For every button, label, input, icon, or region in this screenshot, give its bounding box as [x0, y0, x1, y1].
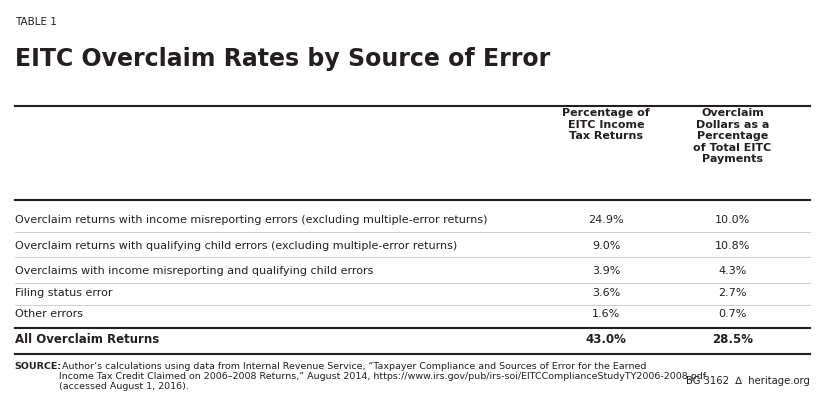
Text: SOURCE:: SOURCE: — [15, 362, 62, 371]
Text: All Overclaim Returns: All Overclaim Returns — [15, 333, 159, 347]
Text: 4.3%: 4.3% — [719, 266, 747, 276]
Text: 10.0%: 10.0% — [715, 215, 750, 225]
Text: BG 3162  ∆  heritage.org: BG 3162 ∆ heritage.org — [686, 376, 810, 386]
Text: Author’s calculations using data from Internal Revenue Service, “Taxpayer Compli: Author’s calculations using data from In… — [59, 362, 705, 391]
Text: Percentage of
EITC Income
Tax Returns: Percentage of EITC Income Tax Returns — [563, 108, 650, 141]
Text: Overclaim
Dollars as a
Percentage
of Total EITC
Payments: Overclaim Dollars as a Percentage of Tot… — [694, 108, 771, 165]
Text: Overclaim returns with income misreporting errors (excluding multiple-error retu: Overclaim returns with income misreporti… — [15, 215, 488, 225]
Text: TABLE 1: TABLE 1 — [15, 17, 57, 27]
Text: 24.9%: 24.9% — [588, 215, 625, 225]
Text: Overclaim returns with qualifying child errors (excluding multiple-error returns: Overclaim returns with qualifying child … — [15, 241, 457, 251]
Text: 43.0%: 43.0% — [586, 333, 627, 347]
Text: 28.5%: 28.5% — [712, 333, 753, 347]
Text: EITC Overclaim Rates by Source of Error: EITC Overclaim Rates by Source of Error — [15, 47, 550, 71]
Text: 3.9%: 3.9% — [592, 266, 620, 276]
Text: Other errors: Other errors — [15, 309, 82, 320]
Text: 10.8%: 10.8% — [715, 241, 750, 251]
Text: 1.6%: 1.6% — [592, 309, 620, 320]
Text: Overclaims with income misreporting and qualifying child errors: Overclaims with income misreporting and … — [15, 266, 373, 276]
Text: 0.7%: 0.7% — [719, 309, 747, 320]
Text: 3.6%: 3.6% — [592, 288, 620, 298]
Text: 2.7%: 2.7% — [719, 288, 747, 298]
Text: Filing status error: Filing status error — [15, 288, 112, 298]
Text: 9.0%: 9.0% — [592, 241, 620, 251]
